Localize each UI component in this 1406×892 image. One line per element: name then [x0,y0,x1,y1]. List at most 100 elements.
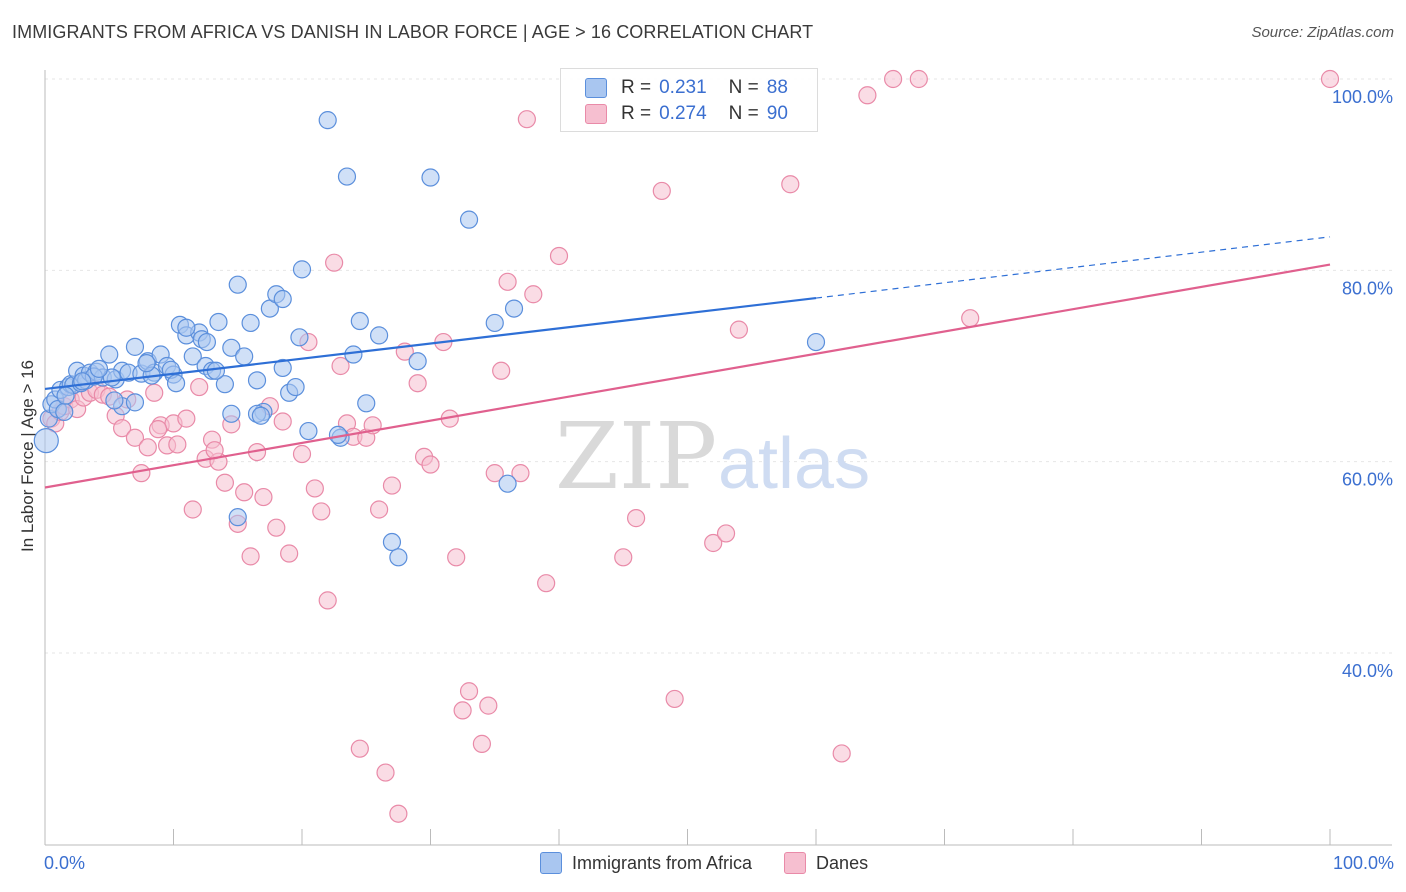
africa-point [389,548,408,567]
africa-point [33,428,59,454]
danes-trend-line [44,263,1331,489]
africa-point [421,168,440,187]
africa-point [382,532,402,552]
africa-point [137,354,156,373]
africa-point [206,361,226,380]
legend-row-danes: R = 0.274 N = 90 [585,103,788,125]
danes-point [215,473,234,492]
danes-point [292,444,312,464]
legend-row-africa: R = 0.231 N = 88 [585,77,788,99]
danes-point [459,682,479,701]
legend-r-label: R = [621,103,652,124]
africa-point [459,210,479,229]
danes-point [716,524,736,543]
series-legend-africa: Immigrants from Africa [540,852,752,874]
watermark-zip: ZIP [555,403,717,510]
series-legend-danes: Danes [784,852,868,874]
danes-point [961,309,980,328]
africa-point [370,326,389,345]
danes-point [524,285,543,304]
x-tick-labels: 0.0% 100.0% [44,853,1394,873]
stats-legend: R = 0.231 N = 88 R = 0.274 N = 90 [560,68,818,132]
danes-point [408,374,427,393]
watermark: ZIP atlas [555,403,870,510]
africa-point [273,289,292,309]
danes-point [148,420,168,439]
danes-point [485,464,504,483]
africa-point [247,371,267,390]
legend-r-value-danes: 0.274 [659,103,707,124]
africa-point [228,508,247,527]
danes-point [479,696,498,715]
series-swatch-danes [784,852,807,874]
africa-point [105,391,124,410]
danes-point [312,502,331,521]
africa-point [408,352,427,371]
africa-point [350,311,369,331]
africa-point [125,337,145,356]
africa-point [485,313,504,333]
danes-point [376,763,395,782]
africa-point [100,345,119,364]
legend-swatch-africa [585,78,607,98]
x-tick-label: 0.0% [44,853,85,873]
africa-trend-line [44,296,817,391]
africa-point [215,375,234,394]
danes-point [389,804,408,823]
legend-r-value-africa: 0.231 [659,77,707,98]
danes-point [517,110,536,129]
danes-point [325,253,344,272]
x-tick-label: 100.0% [1333,853,1394,873]
africa-point [166,374,186,393]
danes-point [273,412,292,431]
danes-point [190,377,209,397]
trend-lines [44,236,1331,489]
africa-points [33,111,826,567]
danes-point [704,533,723,553]
africa-point [209,312,228,332]
africa-point [292,260,312,279]
africa-point [73,372,92,391]
danes-point [318,591,337,610]
danes-point [183,500,202,519]
africa-point [344,345,363,364]
africa-point [177,318,196,337]
danes-point [665,689,684,709]
danes-point [492,361,511,380]
y-tick-label: 40.0% [1342,661,1393,681]
africa-point [89,359,109,378]
danes-point [447,548,466,567]
danes-point [305,479,324,498]
danes-point [537,574,556,593]
y-tick-labels: 40.0% 60.0% 80.0% 100.0% [1332,87,1393,681]
danes-point [498,272,517,291]
africa-point [337,167,357,186]
danes-point [729,320,749,339]
gridlines [45,78,1392,654]
danes-point [241,547,260,566]
africa-point [286,377,305,397]
africa-point [290,328,309,347]
series-legend: Immigrants from Africa Danes [540,852,900,874]
danes-point [421,455,440,474]
danes-point [781,175,800,194]
africa-point [235,347,254,366]
africa-point [183,347,202,366]
africa-point [197,332,217,352]
danes-point [138,438,157,457]
danes-point [549,246,569,266]
danes-point [370,500,389,519]
danes-point [453,701,472,720]
series-label-danes: Danes [816,852,869,873]
danes-point [280,544,299,563]
legend-n-label: N = [728,77,759,98]
danes-point [652,181,671,201]
danes-point [350,739,369,758]
africa-point [56,386,75,405]
y-tick-label: 60.0% [1342,470,1393,490]
africa-point [273,358,292,378]
axes [44,70,1392,846]
danes-point [382,476,402,495]
africa-point [251,406,270,425]
